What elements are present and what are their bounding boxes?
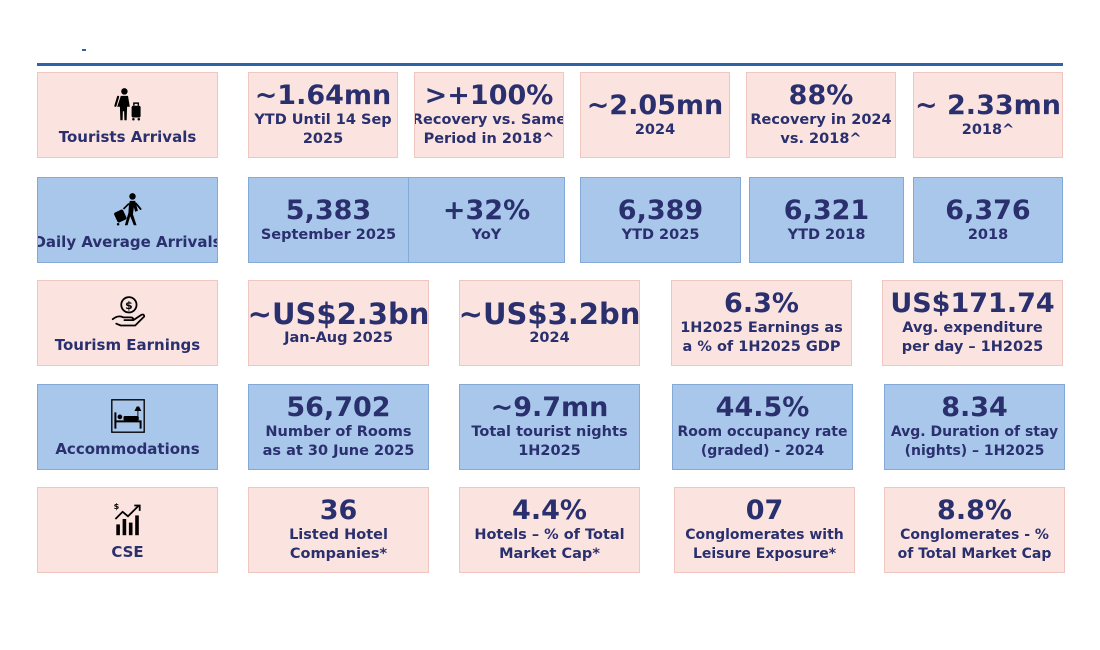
category-label: Accommodations bbox=[55, 440, 200, 458]
stat-card: 07 Conglomerates with Leisure Exposure* bbox=[674, 487, 855, 573]
stat-card: +32% YoY bbox=[408, 177, 565, 263]
category-daily-average-arrivals: Daily Average Arrivals bbox=[37, 177, 218, 263]
stat-caption: Avg. Duration of stay (nights) – 1H2025 bbox=[890, 424, 1059, 459]
stat-card: 88% Recovery in 2024 vs. 2018^ bbox=[746, 72, 896, 158]
stat-value: ~ 2.33mn bbox=[915, 89, 1061, 121]
stat-value: ~US$3.2bn bbox=[459, 296, 640, 331]
stat-value: 6.3% bbox=[724, 288, 799, 319]
category-label: Tourism Earnings bbox=[54, 336, 201, 354]
stat-value: 8.8% bbox=[937, 495, 1012, 526]
stat-caption: Conglomerates with Leisure Exposure* bbox=[685, 527, 844, 562]
stat-caption: 2018 bbox=[967, 226, 1009, 243]
stat-card: >+100% Recovery vs. Same Period in 2018^ bbox=[414, 72, 564, 158]
stat-value: ~1.64mn bbox=[254, 80, 392, 111]
stat-card: 6,376 2018 bbox=[913, 177, 1063, 263]
hand-coin-icon: $ bbox=[108, 292, 148, 332]
stat-card: 5,383 September 2025 bbox=[248, 177, 409, 263]
stat-caption: Number of Rooms as at 30 June 2025 bbox=[262, 424, 415, 459]
stat-caption: Avg. expenditure per day – 1H2025 bbox=[901, 320, 1044, 355]
stat-value: ~9.7mn bbox=[490, 392, 609, 423]
category-tourism-earnings: $ Tourism Earnings bbox=[37, 280, 218, 366]
stat-value: +32% bbox=[442, 194, 531, 226]
stat-card: 4.4% Hotels – % of Total Market Cap* bbox=[459, 487, 640, 573]
stock-growth-chart-icon: $ bbox=[108, 499, 148, 539]
stat-card: ~2.05mn 2024 bbox=[580, 72, 730, 158]
category-label: CSE bbox=[111, 543, 144, 561]
stat-caption: YTD 2018 bbox=[787, 226, 866, 243]
stat-card: 44.5% Room occupancy rate (graded) - 2024 bbox=[672, 384, 853, 470]
stat-value: 36 bbox=[319, 495, 358, 526]
stat-caption: Conglomerates - % of Total Market Cap bbox=[897, 527, 1052, 562]
stat-value: ~2.05mn bbox=[586, 89, 724, 121]
stat-value: ~US$2.3bn bbox=[248, 296, 429, 331]
hotel-bed-icon bbox=[108, 396, 148, 436]
stat-caption: 2024 bbox=[634, 121, 676, 138]
stat-value: 8.34 bbox=[941, 392, 1008, 423]
stat-caption: September 2025 bbox=[260, 226, 397, 243]
stat-caption: 1H2025 Earnings as a % of 1H2025 GDP bbox=[680, 320, 843, 355]
stat-value: >+100% bbox=[424, 80, 554, 111]
stat-card: ~US$2.3bn Jan-Aug 2025 bbox=[248, 280, 429, 366]
stat-card: 6,321 YTD 2018 bbox=[749, 177, 904, 263]
header-rule bbox=[37, 63, 1063, 66]
stat-value: US$171.74 bbox=[890, 288, 1055, 319]
category-label: Tourists Arrivals bbox=[58, 128, 197, 146]
stat-card: 8.34 Avg. Duration of stay (nights) – 1H2… bbox=[884, 384, 1065, 470]
stat-card: ~ 2.33mn 2018^ bbox=[913, 72, 1063, 158]
stat-value: 56,702 bbox=[286, 392, 391, 423]
stat-card: 36 Listed Hotel Companies* bbox=[248, 487, 429, 573]
stat-caption: Recovery in 2024 vs. 2018^ bbox=[750, 112, 892, 147]
stat-value: 07 bbox=[745, 495, 784, 526]
stat-value: 4.4% bbox=[512, 495, 587, 526]
stat-caption: 2018^ bbox=[961, 121, 1015, 138]
tourist-with-luggage-icon bbox=[108, 84, 148, 124]
walking-traveler-icon bbox=[108, 189, 148, 229]
stat-card: 8.8% Conglomerates - % of Total Market Ca… bbox=[884, 487, 1065, 573]
stat-card: ~9.7mn Total tourist nights 1H2025 bbox=[459, 384, 640, 470]
stat-value: 44.5% bbox=[715, 392, 810, 423]
stat-card: 56,702 Number of Rooms as at 30 June 2025 bbox=[248, 384, 429, 470]
category-cse: $ CSE bbox=[37, 487, 218, 573]
stat-value: 5,383 bbox=[285, 194, 372, 226]
stat-card: 6,389 YTD 2025 bbox=[580, 177, 741, 263]
stat-caption: Hotels – % of Total Market Cap* bbox=[474, 527, 625, 562]
stat-caption: YTD 2025 bbox=[621, 226, 700, 243]
header-mark bbox=[82, 49, 86, 51]
category-label: Daily Average Arrivals bbox=[37, 233, 218, 251]
svg-text:$: $ bbox=[125, 299, 133, 312]
stat-caption: Room occupancy rate (graded) - 2024 bbox=[677, 424, 848, 459]
stat-value: 6,321 bbox=[783, 194, 870, 226]
stat-caption: 2024 bbox=[529, 329, 570, 346]
stat-caption: YoY bbox=[471, 226, 502, 243]
category-accommodations: Accommodations bbox=[37, 384, 218, 470]
category-tourists-arrivals: Tourists Arrivals bbox=[37, 72, 218, 158]
stat-caption: Total tourist nights 1H2025 bbox=[471, 424, 628, 459]
stat-card: 6.3% 1H2025 Earnings as a % of 1H2025 GDP bbox=[671, 280, 852, 366]
stat-caption: YTD Until 14 Sep 2025 bbox=[254, 112, 392, 147]
stat-card: ~US$3.2bn 2024 bbox=[459, 280, 640, 366]
stat-caption: Listed Hotel Companies* bbox=[289, 527, 388, 562]
stat-caption: Recovery vs. Same Period in 2018^ bbox=[414, 112, 564, 147]
stat-value: 88% bbox=[788, 80, 854, 111]
stat-caption: Jan-Aug 2025 bbox=[284, 329, 393, 346]
stat-card: ~1.64mn YTD Until 14 Sep 2025 bbox=[248, 72, 398, 158]
stat-value: 6,389 bbox=[617, 194, 704, 226]
svg-text:$: $ bbox=[113, 501, 119, 511]
stat-card: US$171.74 Avg. expenditure per day – 1H20… bbox=[882, 280, 1063, 366]
stat-value: 6,376 bbox=[945, 194, 1031, 226]
